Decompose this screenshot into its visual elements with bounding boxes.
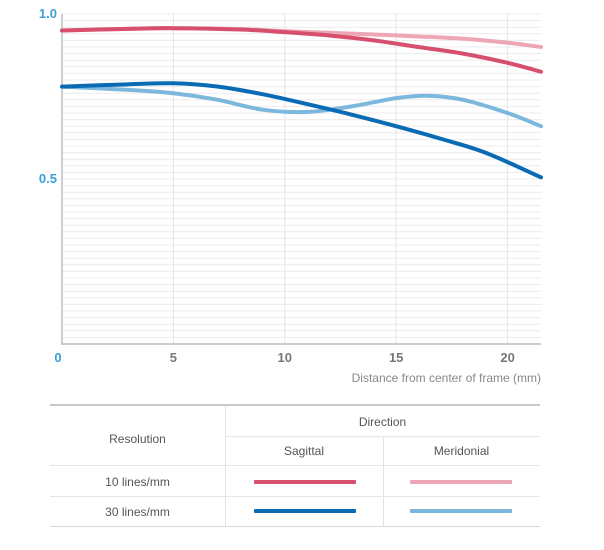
legend-row-label: 10 lines/mm <box>105 475 170 489</box>
x-tick-label: 10 <box>278 350 292 365</box>
legend-swatch-10-meridonial <box>410 480 512 484</box>
y-tick-label: 0.5 <box>39 171 57 186</box>
series-line-10-lines-mm-meridonial <box>60 26 543 49</box>
y-tick-label: 1.0 <box>39 6 57 21</box>
legend-header-resolution: Resolution <box>109 432 166 446</box>
mtf-chart: 0 5 10 15 20 0.5 1.0 Distance from center of … <box>39 6 543 385</box>
legend-divider <box>225 406 226 526</box>
x-tick-label: 20 <box>500 350 514 365</box>
legend-divider <box>383 437 384 526</box>
legend-col-sagittal: Sagittal <box>283 444 325 458</box>
x-axis-title: Distance from center of frame (mm) <box>352 371 541 385</box>
series-line-10-lines-mm-sagittal <box>60 26 543 74</box>
legend-header-direction: Direction <box>358 415 407 429</box>
legend-swatch-30-sagittal <box>254 509 356 513</box>
legend-table: Resolution Direction Sagittal Meridonial… <box>50 404 540 527</box>
legend-swatch-10-sagittal <box>254 480 356 484</box>
legend-divider <box>50 496 540 497</box>
chart-series <box>60 26 543 180</box>
legend-divider <box>50 465 540 466</box>
chart-grid <box>61 13 541 345</box>
legend-divider <box>225 436 540 437</box>
legend-col-meridonial: Meridonial <box>433 444 490 458</box>
y-axis-ticks: 0.5 1.0 <box>39 6 57 186</box>
legend-swatch-30-meridonial <box>410 509 512 513</box>
x-tick-label: 5 <box>170 350 177 365</box>
x-axis-ticks: 0 5 10 15 20 <box>54 350 514 365</box>
x-tick-label: 0 <box>54 350 61 365</box>
legend-row-label: 30 lines/mm <box>105 505 170 519</box>
series-line-30-lines-mm-sagittal <box>60 81 543 180</box>
x-tick-label: 15 <box>389 350 403 365</box>
